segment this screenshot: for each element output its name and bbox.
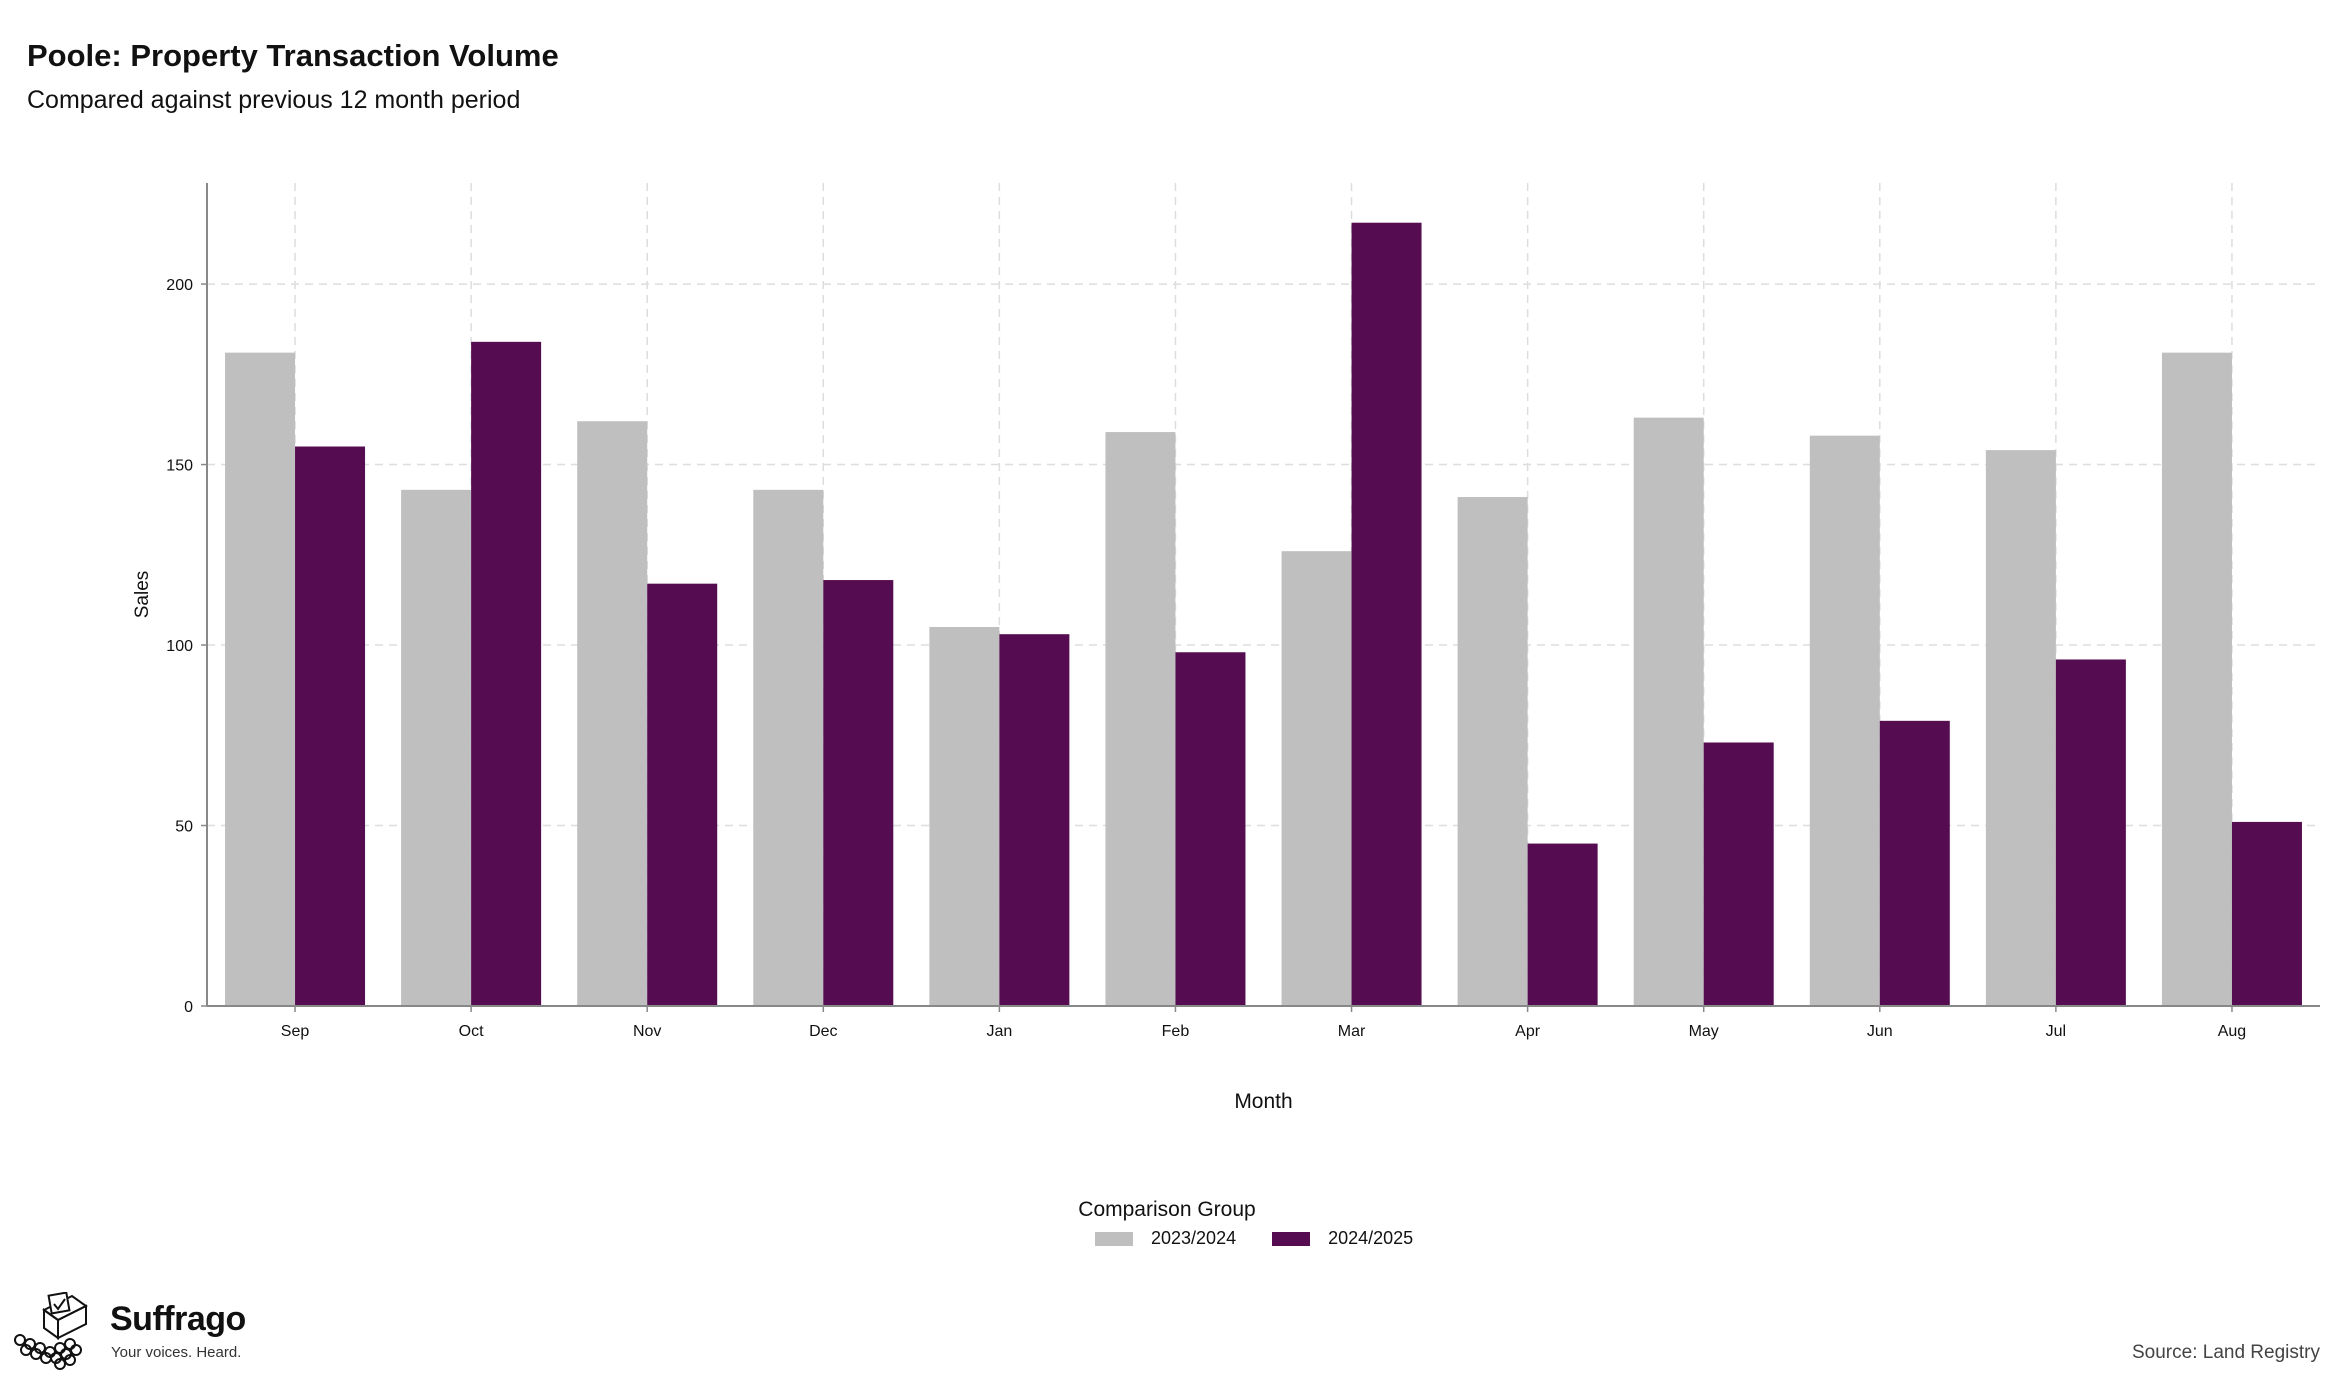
legend-swatch [1272, 1231, 1311, 1246]
x-tick-label: Nov [633, 1023, 661, 1040]
legend-item-2023-2024: 2023/2024 [1095, 1228, 1236, 1249]
x-tick-label: Jun [1867, 1023, 1893, 1040]
legend-item-2024-2025: 2024/2025 [1272, 1228, 1413, 1249]
bar-2024-2025-nov [647, 583, 718, 1006]
ballot-box-icon [14, 1292, 88, 1370]
bar-2024-2025-dec [823, 580, 894, 1006]
brand-tagline: Your voices. Heard. [111, 1344, 242, 1361]
x-tick-label: Jul [2046, 1023, 2066, 1040]
bar-2023-2024-aug [2161, 352, 2232, 1006]
x-tick-label: Mar [1338, 1023, 1366, 1040]
y-tick-label: 200 [166, 277, 193, 294]
bar-2023-2024-jul [1985, 450, 2056, 1007]
legend-title: Comparison Group [1078, 1198, 1256, 1221]
bar-2024-2025-jan [999, 634, 1070, 1006]
bar-2024-2025-feb [1175, 652, 1246, 1006]
bar-2023-2024-apr [1457, 497, 1528, 1006]
y-tick-label: 150 [166, 458, 193, 475]
legend: Comparison Group 2023/2024 2024/2025 [0, 1198, 2334, 1248]
bar-2023-2024-oct [401, 489, 472, 1006]
bar-chart: 0 50 100 150 200 Sep Oct Nov Dec Jan Feb Mar Apr May J… [132, 183, 2320, 1113]
bar-2023-2024-nov [577, 421, 648, 1007]
legend-label: 2024/2025 [1328, 1228, 1414, 1248]
bar-2023-2024-jan [929, 626, 1000, 1006]
y-tick-label: 50 [175, 819, 193, 836]
bar-2024-2025-mar [1351, 222, 1422, 1006]
x-tick-label: May [1689, 1023, 1719, 1040]
bar-2023-2024-may [1633, 417, 1704, 1006]
bar-2024-2025-may [1703, 742, 1774, 1006]
bar-2024-2025-jul [2055, 659, 2126, 1006]
x-tick-label: Dec [809, 1023, 837, 1040]
bar-2024-2025-apr [1527, 843, 1598, 1006]
bar-2023-2024-mar [1281, 551, 1352, 1006]
bar-2024-2025-jun [1879, 720, 1950, 1006]
bar-2023-2024-sep [225, 352, 296, 1006]
x-axis-title: Month [1234, 1090, 1292, 1113]
legend-label: 2023/2024 [1151, 1228, 1237, 1248]
y-tick-label: 100 [166, 638, 193, 655]
chart-title: Poole: Property Transaction Volume [27, 38, 559, 73]
bar-2024-2025-oct [471, 341, 542, 1006]
x-tick-label: Apr [1515, 1023, 1541, 1040]
brand-name: Suffrago [110, 1300, 246, 1338]
bar-2024-2025-aug [2231, 821, 2302, 1006]
y-tick-label: 0 [184, 999, 193, 1016]
bar-2024-2025-sep [295, 446, 366, 1006]
x-tick-label: Aug [2218, 1023, 2246, 1040]
x-tick-label: Jan [986, 1023, 1012, 1040]
bar-2023-2024-feb [1105, 432, 1176, 1006]
source-note: Source: Land Registry [2132, 1342, 2320, 1363]
bar-2023-2024-jun [1809, 435, 1880, 1007]
x-tick-label: Sep [281, 1023, 310, 1040]
x-tick-label: Oct [459, 1023, 484, 1040]
bar-2023-2024-dec [753, 489, 824, 1006]
legend-swatch [1095, 1231, 1133, 1246]
y-axis-title: Sales [132, 571, 153, 619]
chart-subtitle: Compared against previous 12 month perio… [27, 86, 521, 114]
x-tick-label: Feb [1162, 1023, 1190, 1040]
